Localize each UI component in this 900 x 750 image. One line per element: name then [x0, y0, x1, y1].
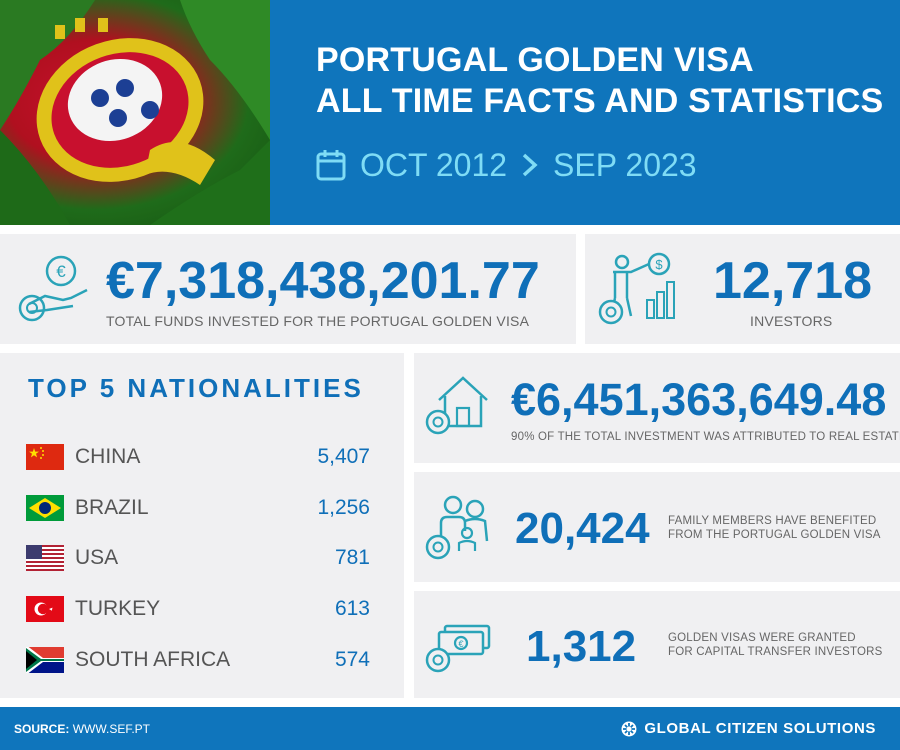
family-caption: FAMILY MEMBERS HAVE BENEFITED FROM THE P…	[668, 514, 881, 542]
period-range: OCT 2012 SEP 2023	[316, 146, 697, 184]
country-count: 613	[334, 597, 370, 620]
euro-coin-hand-icon: €	[18, 255, 88, 322]
family-caption-line-2: FROM THE PORTUGAL GOLDEN VISA	[668, 529, 881, 541]
family-icon	[425, 495, 489, 560]
real-estate-caption: 90% OF THE TOTAL INVESTMENT WAS ATTRIBUT…	[511, 431, 900, 443]
china-flag-icon	[26, 444, 64, 470]
nationality-row: SOUTH AFRICA 574	[26, 645, 370, 675]
source-note: SOURCE: WWW.SEF.PT	[14, 722, 150, 736]
house-icon	[425, 376, 488, 435]
country-count: 1,256	[317, 496, 370, 519]
investor-growth-icon: $	[598, 252, 675, 325]
investors-value: 12,718	[713, 252, 873, 310]
svg-text:€: €	[458, 639, 463, 649]
brand-name: GLOBAL CITIZEN SOLUTIONS	[644, 720, 876, 737]
capital-transfer-caption: GOLDEN VISAS WERE GRANTED FOR CAPITAL TR…	[668, 631, 883, 659]
south-africa-flag-icon	[26, 647, 64, 673]
nationality-row: BRAZIL 1,256	[26, 493, 370, 523]
country-count: 574	[334, 648, 370, 671]
period-end: SEP 2023	[553, 146, 697, 183]
nationalities-title: TOP 5 NATIONALITIES	[28, 373, 364, 403]
real-estate-panel: €6,451,363,649.48 90% OF THE TOTAL INVES…	[414, 353, 900, 463]
chevron-right-icon	[522, 153, 538, 177]
svg-text:€: €	[56, 262, 66, 281]
turkey-flag-icon	[26, 596, 64, 622]
capital-caption-line-2: FOR CAPITAL TRANSFER INVESTORS	[668, 646, 883, 658]
source-link[interactable]: WWW.SEF.PT	[72, 722, 151, 736]
period-start: OCT 2012	[360, 146, 508, 183]
brand-logo-icon	[621, 721, 637, 736]
svg-text:$: $	[655, 257, 663, 272]
header-banner: PORTUGAL GOLDEN VISA ALL TIME FACTS AND …	[270, 0, 900, 225]
top-nationalities-panel: TOP 5 NATIONALITIES CHINA 5,407 BRAZIL 1…	[0, 353, 404, 698]
family-panel: 20,424 FAMILY MEMBERS HAVE BENEFITED FRO…	[414, 472, 900, 582]
portugal-flag-image	[0, 0, 270, 225]
source-label: SOURCE:	[14, 722, 70, 736]
nationality-row: USA 781	[26, 543, 370, 573]
total-funds-panel: € €7,318,438,201.77 TOTAL FUNDS INVESTED…	[0, 234, 576, 344]
country-count: 5,407	[317, 445, 370, 468]
country-name: CHINA	[75, 445, 141, 468]
investors-panel: $ 12,718 INVESTORS	[585, 234, 900, 344]
real-estate-value: €6,451,363,649.48	[511, 374, 887, 425]
country-name: SOUTH AFRICA	[75, 648, 231, 671]
title-line-2: ALL TIME FACTS AND STATISTICS	[316, 82, 884, 120]
country-name: USA	[75, 546, 119, 569]
family-value: 20,424	[515, 504, 650, 553]
money-bill-icon: €	[425, 624, 491, 673]
capital-transfer-panel: € 1,312 GOLDEN VISAS WERE GRANTED FOR CA…	[414, 591, 900, 698]
total-funds-caption: TOTAL FUNDS INVESTED FOR THE PORTUGAL GO…	[106, 313, 530, 329]
family-caption-line-1: FAMILY MEMBERS HAVE BENEFITED	[668, 515, 877, 527]
calendar-icon	[316, 150, 346, 181]
country-name: BRAZIL	[75, 496, 149, 519]
usa-flag-icon	[26, 545, 64, 571]
country-count: 781	[334, 546, 370, 569]
nationality-row: TURKEY 613	[26, 594, 370, 624]
nationality-row: CHINA 5,407	[26, 442, 370, 472]
flag-illustration	[0, 0, 270, 225]
title-line-1: PORTUGAL GOLDEN VISA	[316, 41, 754, 79]
page-title: PORTUGAL GOLDEN VISA ALL TIME FACTS AND …	[316, 40, 883, 122]
brazil-flag-icon	[26, 495, 64, 521]
capital-transfer-value: 1,312	[526, 622, 637, 671]
footer-bar: SOURCE: WWW.SEF.PT GLOBAL CITIZEN SOLUTI…	[0, 707, 900, 750]
country-name: TURKEY	[75, 597, 161, 620]
investors-caption: INVESTORS	[750, 313, 833, 329]
total-funds-value: €7,318,438,201.77	[106, 252, 540, 310]
brand-logo: GLOBAL CITIZEN SOLUTIONS	[621, 720, 876, 737]
capital-caption-line-1: GOLDEN VISAS WERE GRANTED	[668, 632, 856, 644]
